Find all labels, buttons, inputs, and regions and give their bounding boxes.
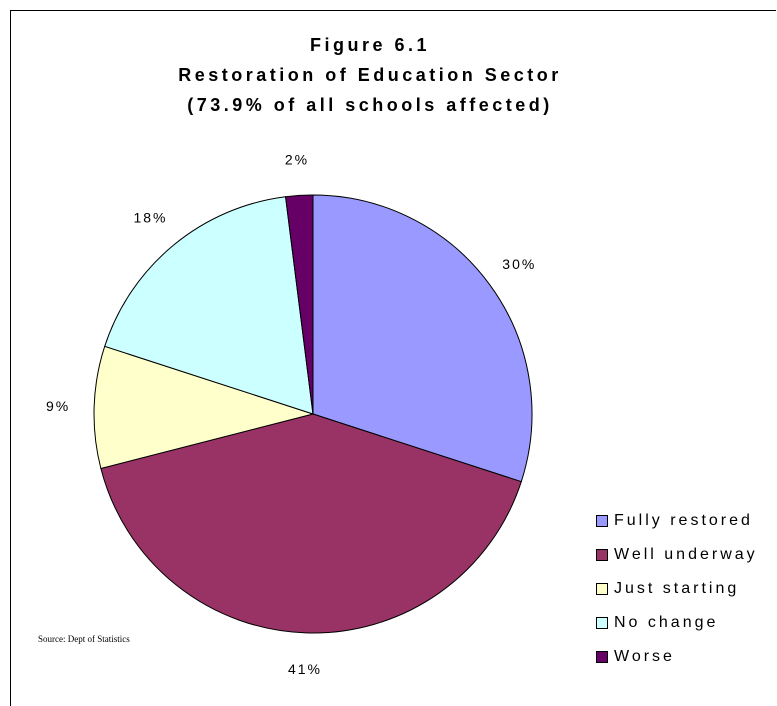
legend-label-fully-restored: Fully restored <box>614 512 753 529</box>
pie-label-fully-restored: 30% <box>502 256 536 272</box>
legend-swatch-well-underway <box>596 549 608 561</box>
title-line-2: Restoration of Education Sector <box>178 65 562 85</box>
legend: Fully restored Well underway Just starti… <box>596 504 758 674</box>
pie-slice-well-underway <box>100 413 522 634</box>
legend-swatch-fully-restored <box>596 515 608 527</box>
legend-swatch-no-change <box>596 617 608 629</box>
legend-label-worse: Worse <box>614 648 675 665</box>
legend-item-no-change: No change <box>596 606 758 640</box>
pie-slice-worse <box>284 194 314 415</box>
pie-label-just-starting: 9% <box>46 398 70 414</box>
legend-item-fully-restored: Fully restored <box>596 504 758 538</box>
pie-slices <box>93 194 533 634</box>
pie-slice-fully-restored <box>312 194 533 483</box>
legend-swatch-worse <box>596 651 608 663</box>
pie-slice-just-starting <box>93 345 315 470</box>
pie-slice-no-change <box>104 196 314 415</box>
legend-item-well-underway: Well underway <box>596 538 758 572</box>
legend-label-well-underway: Well underway <box>614 546 758 563</box>
legend-item-worse: Worse <box>596 640 758 674</box>
pie-labels: 30% 41% 9% 18% 2% <box>46 152 536 677</box>
chart-frame <box>10 10 776 706</box>
chart-title: Figure 6.1 Restoration of Education Sect… <box>40 30 700 120</box>
pie-label-worse: 2% <box>285 152 309 168</box>
legend-label-no-change: No change <box>614 614 719 631</box>
legend-swatch-just-starting <box>596 583 608 595</box>
legend-item-just-starting: Just starting <box>596 572 758 606</box>
legend-label-just-starting: Just starting <box>614 580 740 597</box>
title-line-3: (73.9% of all schools affected) <box>187 95 553 115</box>
source-note: Source: Dept of Statistics <box>38 634 130 644</box>
title-line-1: Figure 6.1 <box>309 35 431 55</box>
pie-label-well-underway: 41% <box>288 661 322 677</box>
pie-label-no-change: 18% <box>133 210 167 226</box>
